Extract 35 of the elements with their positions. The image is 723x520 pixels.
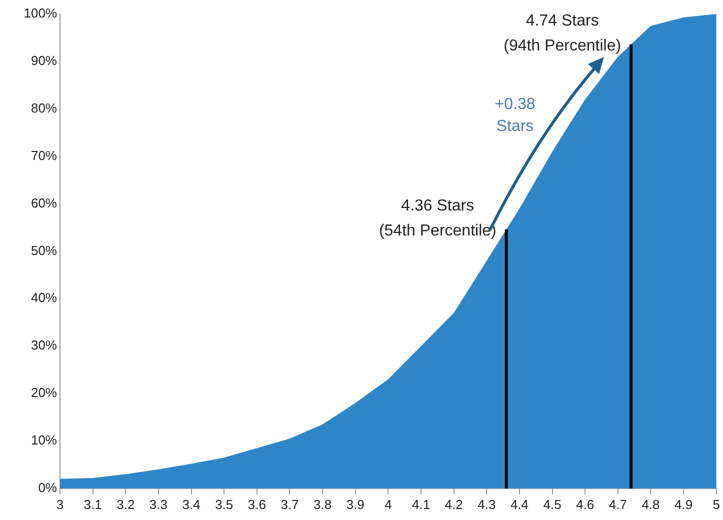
x-tick-label: 4.5 xyxy=(543,496,562,512)
x-tick-label: 3.5 xyxy=(215,496,234,512)
y-tick-label: 100% xyxy=(24,6,58,21)
y-tick-label: 80% xyxy=(30,100,58,116)
y-tick-label: 50% xyxy=(30,242,58,258)
x-tick-label: 3.2 xyxy=(116,496,135,512)
y-tick-label: 70% xyxy=(30,148,58,163)
x-tick-label: 3.8 xyxy=(314,496,332,512)
y-tick-label: 60% xyxy=(30,195,58,210)
x-tick-label: 3.9 xyxy=(346,496,364,512)
ref-line-label: 4.36 Stars (54th Percentile) xyxy=(378,197,496,240)
x-tick-label: 4.7 xyxy=(608,496,627,512)
x-tick-label: 4.1 xyxy=(412,496,430,512)
x-tick-label: 4.3 xyxy=(478,496,496,512)
x-tick-label: 4.4 xyxy=(510,496,529,512)
annotation: +0.38 Stars xyxy=(494,95,536,137)
x-tick-label: 3.3 xyxy=(149,496,168,512)
y-tick-label: 20% xyxy=(30,385,58,400)
x-tick-label: 4.9 xyxy=(674,496,693,512)
y-tick-label: 30% xyxy=(30,338,58,353)
y-tick-label: 10% xyxy=(30,432,58,448)
x-tick-label: 5 xyxy=(712,496,720,512)
y-tick-label: 0% xyxy=(38,480,58,495)
x-tick-label: 3 xyxy=(56,496,64,512)
x-tick-label: 4.8 xyxy=(642,496,660,512)
x-tick-label: 4.2 xyxy=(444,496,463,512)
y-tick-label: 40% xyxy=(30,290,58,306)
x-tick-label: 3.4 xyxy=(182,496,200,512)
ref-line-label: 4.74 Stars (94th Percentile) xyxy=(504,12,622,54)
x-tick-label: 4.6 xyxy=(576,496,594,512)
x-tick-label: 3.6 xyxy=(248,496,266,512)
x-tick-label: 3.7 xyxy=(280,496,299,512)
x-tick-label: 3.1 xyxy=(84,496,102,512)
x-tick-label: 4 xyxy=(384,496,392,512)
y-tick-label: 90% xyxy=(30,53,58,68)
